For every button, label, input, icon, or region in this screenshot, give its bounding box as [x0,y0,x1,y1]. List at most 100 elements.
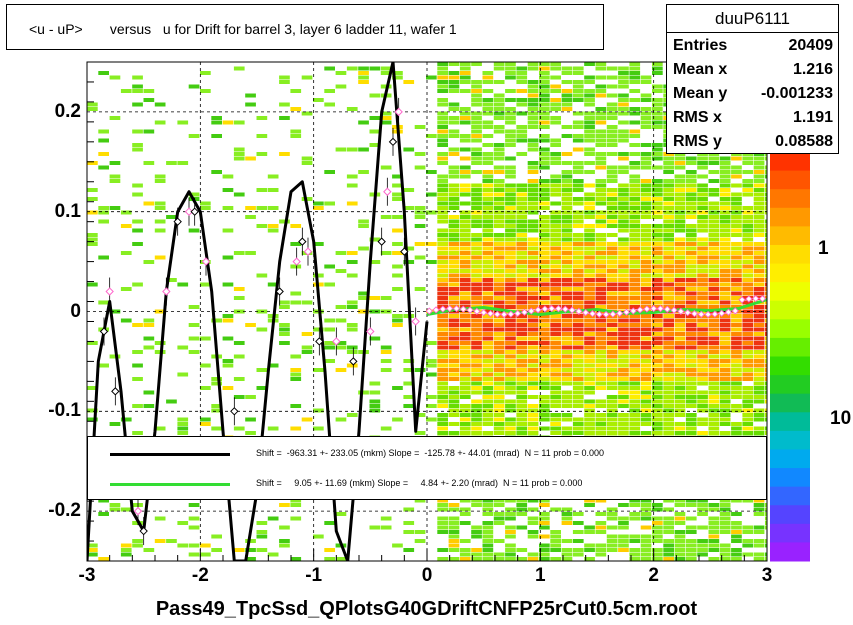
heatmap-cell [708,534,720,539]
heatmap-cell [471,278,482,282]
heatmap-cell [708,354,720,359]
heatmap-cell [132,84,143,89]
heatmap-cell [324,327,335,332]
heatmap-cell [572,215,584,219]
heatmap-cell [471,138,482,143]
heatmap-cell [697,377,708,381]
heatmap-cell [685,251,697,255]
heatmap-cell [685,309,697,314]
heatmap-cell [572,431,584,435]
heatmap-cell [629,287,641,291]
heatmap-cell [448,134,460,138]
heatmap-cell [459,332,471,336]
heatmap-cell [685,404,697,408]
heatmap-cell [629,255,641,260]
heatmap-cell [143,318,155,323]
heatmap-cell [437,192,448,197]
heatmap-cell [742,210,754,215]
heatmap-cell [392,215,403,219]
heatmap-cell [448,341,460,345]
heatmap-cell [166,539,177,543]
heatmap-cell [765,237,767,242]
heatmap-cell [572,93,584,98]
heatmap-cell [629,233,641,237]
heatmap-cell [629,516,641,521]
heatmap-cell [731,287,742,291]
heatmap-cell [584,548,595,552]
heatmap-cell [584,413,595,417]
heatmap-cell [697,395,708,399]
heatmap-cell [471,426,482,431]
heatmap-cell [640,386,652,390]
heatmap-cell [652,341,663,345]
heatmap-cell [437,273,448,278]
heatmap-cell [595,143,607,147]
heatmap-cell [663,161,674,165]
heatmap-cell [459,422,471,426]
heatmap-cell [527,296,539,300]
heatmap-cell [663,507,674,512]
heatmap-cell [584,372,595,377]
heatmap-cell [640,363,652,368]
data-point [731,307,739,315]
heatmap-cell [471,498,482,503]
heatmap-cell [652,237,663,242]
heatmap-cell [765,300,767,305]
heatmap-cell [482,368,494,372]
heatmap-cell [493,332,505,336]
heatmap-cell [527,98,539,102]
heatmap-cell [572,368,584,372]
heatmap-cell [606,210,618,215]
heatmap-cell [765,210,767,215]
heatmap-cell [663,363,674,368]
heatmap-cell [539,62,550,66]
heatmap-cell [640,107,652,111]
heatmap-cell [731,291,742,296]
heatmap-cell [369,143,381,147]
heatmap-cell [595,251,607,255]
heatmap-cell [606,422,618,426]
heatmap-cell [369,237,381,242]
heatmap-cell [527,201,539,206]
heatmap-cell [448,516,460,521]
heatmap-cell [539,66,550,71]
heatmap-cell [256,134,268,138]
palette-cell [770,319,810,339]
heatmap-cell [346,251,358,255]
heatmap-cell [561,219,573,224]
palette-cell [770,430,810,450]
heatmap-cell [403,521,415,525]
heatmap-cell [719,174,731,179]
data-point [394,107,403,117]
heatmap-cell [437,417,448,422]
heatmap-cell [618,219,629,224]
heatmap-cell [380,345,392,350]
heatmap-cell [731,548,742,552]
heatmap-cell [753,183,765,188]
heatmap-cell [87,107,98,111]
heatmap-cell [595,111,607,116]
heatmap-cell [606,165,618,170]
heatmap-cell [471,242,482,246]
heatmap-cell [697,183,708,188]
heatmap-cell [629,89,641,93]
heatmap-cell [584,399,595,404]
data-point [568,306,576,314]
heatmap-cell [437,345,448,350]
stats-value: 20409 [788,37,834,54]
heatmap-cell [765,503,767,507]
heatmap-cell [697,390,708,395]
heatmap-cell [685,305,697,309]
heatmap-cell [346,260,358,264]
heatmap-cell [584,350,595,354]
heatmap-cell [663,188,674,192]
heatmap-cell [471,318,482,323]
heatmap-cell [618,75,629,80]
heatmap-cell [358,120,369,125]
heatmap-cell [674,413,686,417]
heatmap-cell [505,512,516,516]
heatmap-cell [505,255,516,260]
heatmap-cell [742,345,754,350]
heatmap-cell [437,260,448,264]
heatmap-cell [200,552,211,557]
